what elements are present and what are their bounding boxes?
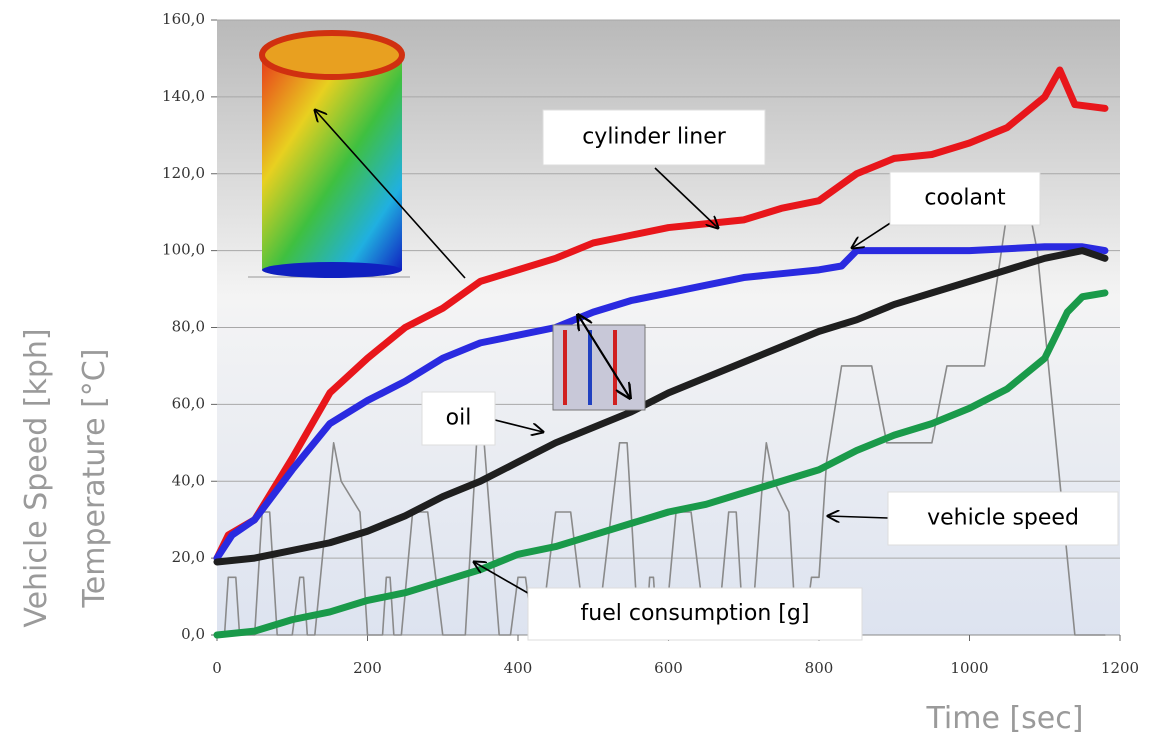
x-tick-label: 1000 [950,659,988,677]
heat-exchanger-image [553,315,645,410]
y-tick-label: 100,0 [162,241,205,259]
series-label: cylinder liner [582,125,727,150]
y-tick-label: 160,0 [162,10,205,28]
y-tick-label: 60,0 [172,394,205,412]
chart: 0,0 20,0 40,0 60,0 80,0 100,0 120,0 140,0 160,0 0… [0,0,1150,737]
cylinder-image [248,33,410,278]
x-tick-label: 800 [805,659,834,677]
x-tick-label: 200 [353,659,382,677]
x-tick-label: 1200 [1101,659,1139,677]
x-tick-label: 400 [504,659,533,677]
series-label: vehicle speed [927,506,1079,531]
y-tick-label: 120,0 [162,164,205,182]
y-tick-label: 40,0 [172,471,205,489]
x-tick-label: 0 [212,659,222,677]
y-axis-label: Vehicle Speed [kph] [19,328,54,627]
y-tick-label: 140,0 [162,87,205,105]
y-tick-label: 20,0 [172,548,205,566]
series-label: oil [446,406,472,431]
series-label: fuel consumption [g] [581,601,810,626]
x-tick-label: 600 [654,659,683,677]
series-label: coolant [924,186,1006,211]
y-axis-label: Temperature [°C] [77,349,112,609]
y-tick-label: 0,0 [181,625,205,643]
x-axis-label: Time [sec] [926,701,1084,736]
y-tick-label: 80,0 [172,318,205,336]
